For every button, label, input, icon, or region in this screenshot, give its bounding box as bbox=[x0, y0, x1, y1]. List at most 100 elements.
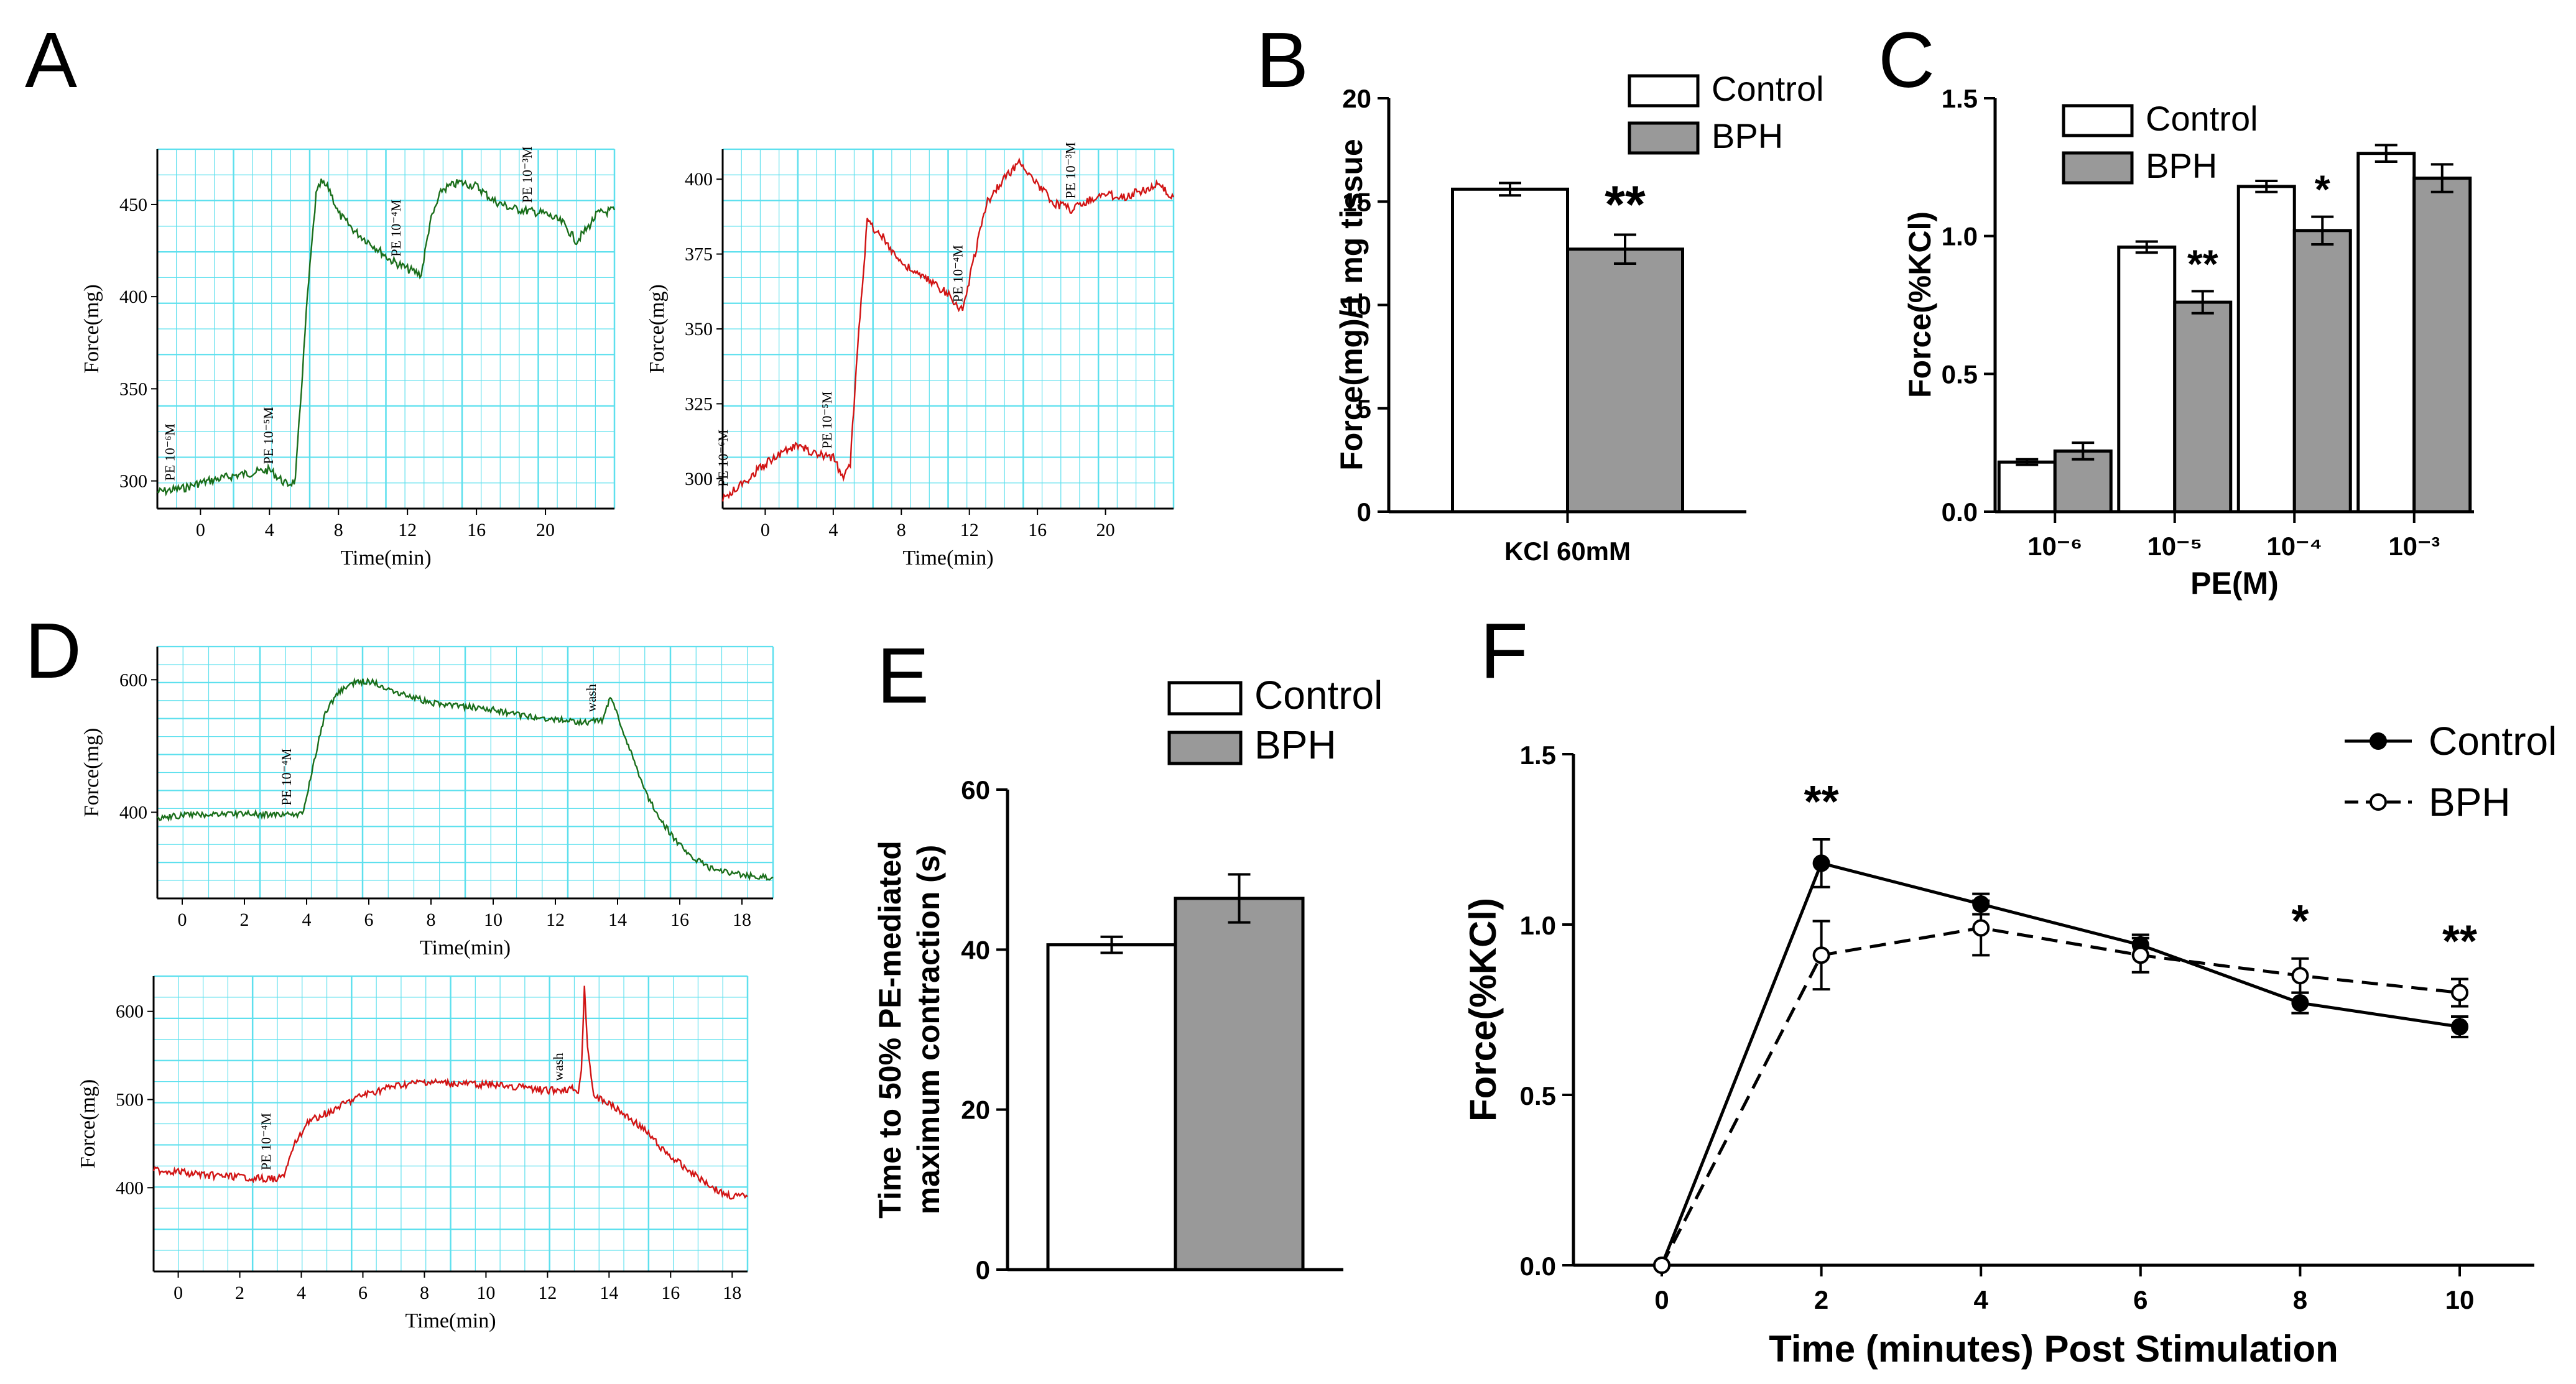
x-axis-label: PE(M) bbox=[2190, 566, 2279, 601]
legend-label-control: Control bbox=[2429, 719, 2557, 764]
stimulus-annotation: PE 10⁻⁶M bbox=[162, 423, 178, 481]
panel-letter-f: F bbox=[1480, 607, 1528, 694]
y-tick-label: 400 bbox=[685, 169, 713, 190]
bph-bar bbox=[2173, 300, 2233, 514]
y-axis-label: Force(mg) bbox=[76, 1079, 100, 1169]
bph-series-line bbox=[1660, 926, 2460, 1266]
panel-a-control-trace: 0 4 8 12 16 20 300 350 400 450 Time(min) Force(mg) P… bbox=[80, 146, 616, 570]
y-axis-label: Force(mg) bbox=[80, 728, 103, 818]
x-tick-label: 20 bbox=[1096, 520, 1115, 540]
x-axis-label: Time(min) bbox=[405, 1309, 496, 1332]
significance-marker: ** bbox=[1804, 777, 1839, 827]
y-tick-label: 350 bbox=[685, 319, 713, 339]
control-series-line bbox=[1660, 861, 2460, 1266]
y-tick-label: 40 bbox=[961, 935, 990, 964]
significance-marker: ** bbox=[2442, 917, 2477, 967]
x-tick-label: 12 bbox=[398, 520, 417, 540]
panel-letter-e: E bbox=[877, 632, 929, 719]
panel-d-control-trace: 0 2 4 6 8 10 12 14 16 18 400 600 Time(min) Force(mg) P… bbox=[80, 645, 774, 959]
x-tick-label: 18 bbox=[723, 1283, 741, 1303]
x-tick-label: 20 bbox=[536, 520, 555, 540]
x-tick-label: 6 bbox=[364, 910, 374, 930]
y-tick-label: 375 bbox=[685, 244, 713, 265]
y-tick-label: 0.5 bbox=[1942, 359, 1978, 389]
x-tick-label: 12 bbox=[960, 520, 979, 540]
bph-data-point bbox=[1653, 1257, 1670, 1274]
significance-marker: * bbox=[2291, 897, 2309, 946]
y-axis-label-line2: maximum contraction (s) bbox=[911, 845, 946, 1215]
x-tick-label: 4 bbox=[265, 520, 274, 540]
stimulus-annotation: PE 10⁻⁴M bbox=[279, 748, 294, 805]
x-axis-label: Time(min) bbox=[340, 547, 431, 570]
legend-marker-control bbox=[2370, 732, 2387, 750]
y-tick-label: 10 bbox=[1342, 291, 1371, 320]
control-data-point bbox=[2291, 994, 2309, 1012]
y-tick-label: 0.0 bbox=[1520, 1252, 1556, 1281]
control-data-point bbox=[1812, 854, 1830, 872]
bph-bar bbox=[2292, 229, 2352, 514]
panel-c-bar-chart: 0.0 0.5 1.0 1.5 10⁻⁶ ** 10⁻⁵ * 10⁻⁴ 10⁻³ Control BP… bbox=[1902, 84, 2474, 601]
significance-marker: ** bbox=[1605, 175, 1646, 233]
stimulus-annotation: PE 10⁻³M bbox=[1062, 142, 1078, 198]
x-tick-label: 16 bbox=[670, 910, 689, 930]
x-tick-label: 4 bbox=[302, 910, 312, 930]
x-tick-label: 10 bbox=[2445, 1285, 2475, 1314]
x-tick-label: 14 bbox=[600, 1283, 618, 1303]
y-tick-label: 1.0 bbox=[1942, 222, 1978, 251]
significance-marker: ** bbox=[2187, 241, 2218, 286]
y-tick-label: 20 bbox=[1342, 84, 1371, 113]
panel-letter-d: D bbox=[25, 607, 81, 694]
x-axis-label: Time (minutes) Post Stimulation bbox=[1769, 1328, 2338, 1370]
force-trace-line bbox=[721, 157, 1175, 502]
control-bar bbox=[2117, 245, 2177, 514]
x-tick-label: 10⁻⁵ bbox=[2147, 532, 2202, 561]
legend-swatch-control bbox=[2062, 104, 2134, 137]
panel-b-bar-chart: 0 5 10 15 20 ** KCl 60mM Control BPH Force(mg)/1 … bbox=[1334, 69, 1824, 566]
legend-swatch-bph bbox=[1167, 731, 1243, 765]
x-tick-label: 10⁻⁶ bbox=[2027, 532, 2082, 561]
y-tick-label: 600 bbox=[119, 670, 147, 690]
panel-letter-c: C bbox=[1878, 16, 1935, 104]
control-bar bbox=[2236, 185, 2296, 514]
y-tick-label: 0.5 bbox=[1520, 1081, 1556, 1110]
x-tick-label: 0 bbox=[178, 910, 187, 930]
stimulus-annotation: PE 10⁻⁵M bbox=[819, 392, 835, 449]
x-tick-label: 4 bbox=[828, 520, 838, 540]
panel-e-bar-chart: 0 20 40 60 Control BPH Time to 50% PE-mediated… bbox=[873, 673, 1383, 1285]
significance-marker: * bbox=[2315, 167, 2330, 212]
panel-f-line-chart: 0.0 0.5 1.0 1.5 0 2 4 6 8 10 Time (minutes) Post S… bbox=[1462, 719, 2557, 1370]
x-tick-label: 8 bbox=[897, 520, 906, 540]
y-tick-label: 400 bbox=[116, 1178, 144, 1198]
x-tick-label: 0 bbox=[761, 520, 770, 540]
y-tick-label: 325 bbox=[685, 394, 713, 414]
x-tick-label: 0 bbox=[174, 1283, 183, 1303]
x-tick-label: 2 bbox=[240, 910, 249, 930]
bph-data-point bbox=[2451, 984, 2468, 1002]
stimulus-annotation: wash bbox=[550, 1053, 566, 1081]
x-tick-label: 4 bbox=[297, 1283, 306, 1303]
panel-a-bph-trace: 0 4 8 12 16 20 300 325 350 375 400 Time(min) Force(m… bbox=[646, 142, 1175, 570]
force-trace-line bbox=[157, 677, 774, 881]
x-tick-label: 2 bbox=[235, 1283, 244, 1303]
legend-label-control: Control bbox=[1712, 69, 1824, 108]
bph-bar bbox=[2412, 177, 2472, 514]
x-tick-label: 8 bbox=[2293, 1285, 2307, 1314]
y-tick-label: 400 bbox=[119, 802, 147, 823]
x-tick-label: 16 bbox=[661, 1283, 680, 1303]
y-axis-label: Force(mg)/1 mg tissue bbox=[1334, 139, 1369, 470]
y-axis-label: Force(%KCl) bbox=[1902, 211, 1937, 398]
x-tick-label: 8 bbox=[420, 1283, 429, 1303]
x-tick-label: 10 bbox=[476, 1283, 495, 1303]
x-tick-label: 8 bbox=[334, 520, 343, 540]
x-tick-label: 10 bbox=[484, 910, 503, 930]
y-axis-label: Force(mg) bbox=[646, 284, 669, 374]
x-tick-label: 10⁻³ bbox=[2388, 532, 2440, 561]
x-tick-label: KCl 60mM bbox=[1504, 537, 1631, 566]
x-tick-label: 12 bbox=[538, 1283, 557, 1303]
legend-swatch-bph bbox=[2062, 151, 2134, 185]
y-tick-label: 500 bbox=[116, 1090, 144, 1110]
y-tick-label: 300 bbox=[685, 469, 713, 489]
y-tick-label: 20 bbox=[961, 1096, 990, 1125]
control-bar bbox=[1046, 943, 1177, 1271]
